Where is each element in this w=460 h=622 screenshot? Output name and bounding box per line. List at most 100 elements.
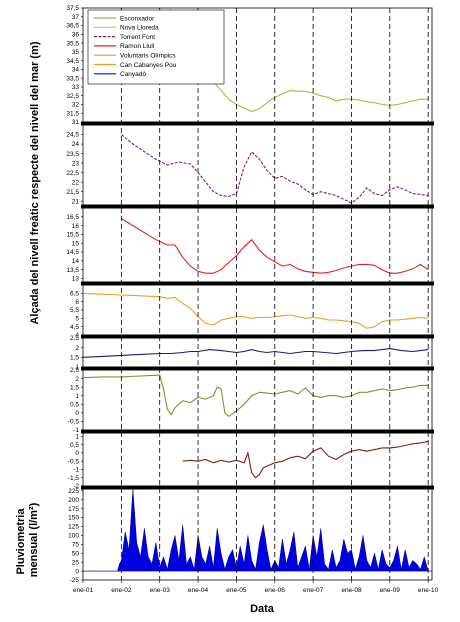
y-tick-label: -0,5 bbox=[68, 419, 80, 426]
rainfall-title-line2: mensual (l/m²) bbox=[28, 502, 40, 577]
y-tick-label: 35,5 bbox=[66, 40, 79, 47]
x-tick-label: ene-07 bbox=[303, 587, 324, 594]
y-tick-label: 25 bbox=[72, 559, 80, 566]
panel-2: 24,5 24 23,5 23 22,5 22 21,5 21 bbox=[66, 124, 433, 206]
series-line-4 bbox=[82, 292, 429, 329]
y-tick-label: 1 bbox=[75, 393, 79, 400]
panel-frame bbox=[82, 369, 433, 431]
y-tick-label: 36 bbox=[72, 32, 80, 39]
y-tick-label: 125 bbox=[68, 524, 79, 531]
y-tick-label: 31 bbox=[72, 119, 80, 126]
y-tick-label: 75 bbox=[72, 542, 80, 549]
y-tick-label: 24,5 bbox=[66, 132, 79, 139]
y-tick-label: 35 bbox=[72, 49, 80, 56]
y-tick-label: 4,5 bbox=[70, 324, 79, 331]
legend-label: Torrent Font bbox=[120, 34, 155, 41]
y-tick-label: 1,5 bbox=[70, 384, 79, 391]
y-tick-label: 2 bbox=[75, 376, 79, 383]
y-tick-label: 13,5 bbox=[66, 267, 79, 274]
panel-separator bbox=[81, 366, 434, 371]
y-tick-label: 22,5 bbox=[66, 170, 79, 177]
y-tick-label: -1,5 bbox=[68, 475, 80, 482]
y-tick-label: 1 bbox=[75, 434, 79, 441]
x-tick-label: ene-05 bbox=[226, 587, 247, 594]
y-tick-label: 175 bbox=[68, 506, 79, 513]
y-tick-label: 34,5 bbox=[66, 58, 79, 65]
rainfall-title-line1: Pluviometria bbox=[15, 508, 27, 575]
y-tick-label: 37 bbox=[72, 14, 80, 21]
y-tick-label: -0,5 bbox=[68, 458, 80, 465]
y-tick-label: 13 bbox=[72, 276, 80, 283]
panel-separator bbox=[81, 204, 434, 209]
y-axis-title-rainfall: Pluviometria mensual (l/m²) bbox=[15, 502, 40, 577]
legend-box bbox=[87, 9, 225, 85]
panel-frame bbox=[82, 124, 433, 206]
legend-label: Esconxador bbox=[120, 15, 155, 22]
y-tick-label: 4 bbox=[75, 332, 79, 339]
y-tick-label: 21,5 bbox=[66, 189, 79, 196]
panel-4: 6,565,5 54,54 bbox=[70, 284, 433, 339]
y-tick-label: 33 bbox=[72, 84, 80, 91]
y-tick-label: 1,5 bbox=[70, 355, 79, 362]
panel-frame bbox=[82, 337, 433, 368]
series-line-6 bbox=[82, 374, 429, 417]
y-tick-label: 22 bbox=[72, 179, 80, 186]
y-tick-label: 0 bbox=[75, 450, 79, 457]
x-tick-label: ene-09 bbox=[380, 587, 401, 594]
y-tick-label: -25 bbox=[70, 577, 80, 584]
panel-separator bbox=[81, 429, 434, 434]
y-tick-label: 33,5 bbox=[66, 75, 79, 82]
x-tick-label: ene-06 bbox=[265, 587, 286, 594]
x-tick-label: ene-03 bbox=[150, 587, 171, 594]
x-axis-title: Data bbox=[250, 603, 275, 615]
x-tick-label: ene-02 bbox=[111, 587, 132, 594]
y-tick-label: -1 bbox=[73, 427, 79, 434]
y-tick-label: 14,5 bbox=[66, 249, 79, 256]
y-tick-label: 5,5 bbox=[70, 307, 79, 314]
y-tick-label: 0,5 bbox=[70, 401, 79, 408]
y-tick-label: 0 bbox=[75, 568, 79, 575]
y-tick-label: 14 bbox=[72, 258, 80, 265]
y-tick-label: 0 bbox=[75, 410, 79, 417]
y-tick-label: 23,5 bbox=[66, 151, 79, 158]
legend-label: Ramon Llull bbox=[120, 43, 155, 50]
year-guide-lines bbox=[120, 8, 429, 580]
y-axis-title-groundwater: Alçada del nivell freàtic respecte del n… bbox=[29, 41, 41, 324]
y-tick-label: -1 bbox=[73, 467, 79, 474]
rainfall-area bbox=[82, 488, 433, 572]
y-tick-label: -2 bbox=[73, 483, 79, 490]
y-tick-label: 21 bbox=[72, 198, 80, 205]
y-tick-label: 100 bbox=[68, 533, 79, 540]
x-tick-label: ene-01 bbox=[73, 587, 94, 594]
series-line-3 bbox=[121, 218, 429, 274]
y-tick-label: 23 bbox=[72, 160, 80, 167]
x-tick-label: ene-08 bbox=[341, 587, 362, 594]
panel-separator bbox=[81, 334, 434, 339]
y-tick-label: 32,5 bbox=[66, 93, 79, 100]
legend-label: Voluntaris Olímpics bbox=[120, 53, 176, 60]
x-tick-label: ene-10 bbox=[418, 587, 439, 594]
panel-5: 2,5 2 1,5 1 bbox=[70, 335, 433, 371]
y-tick-label: 5 bbox=[75, 316, 79, 323]
y-tick-label: 50 bbox=[72, 550, 80, 557]
x-tick-label: ene-04 bbox=[188, 587, 209, 594]
panel-separator bbox=[81, 485, 434, 490]
y-tick-label: 15,5 bbox=[66, 232, 79, 239]
y-tick-label: 15 bbox=[72, 240, 80, 247]
panel-6: 2,521,510,50-0,5-1 bbox=[68, 367, 433, 434]
y-tick-label: 2,5 bbox=[70, 335, 79, 342]
y-tick-label: 6 bbox=[75, 299, 79, 306]
y-tick-label: 16,5 bbox=[66, 214, 79, 221]
legend-label: Canyadó bbox=[120, 71, 146, 78]
y-tick-label: 32 bbox=[72, 102, 80, 109]
legend: Esconxador Nova Lloreda Torrent Font Ramon … bbox=[87, 9, 225, 85]
y-tick-label: 200 bbox=[68, 497, 79, 504]
y-tick-label: 0,5 bbox=[70, 442, 79, 449]
y-tick-label: 37,5 bbox=[66, 5, 79, 12]
panel-frame bbox=[82, 284, 433, 336]
series-line-2 bbox=[121, 134, 429, 204]
series-line-7 bbox=[182, 440, 429, 479]
panel-frame bbox=[82, 432, 433, 487]
